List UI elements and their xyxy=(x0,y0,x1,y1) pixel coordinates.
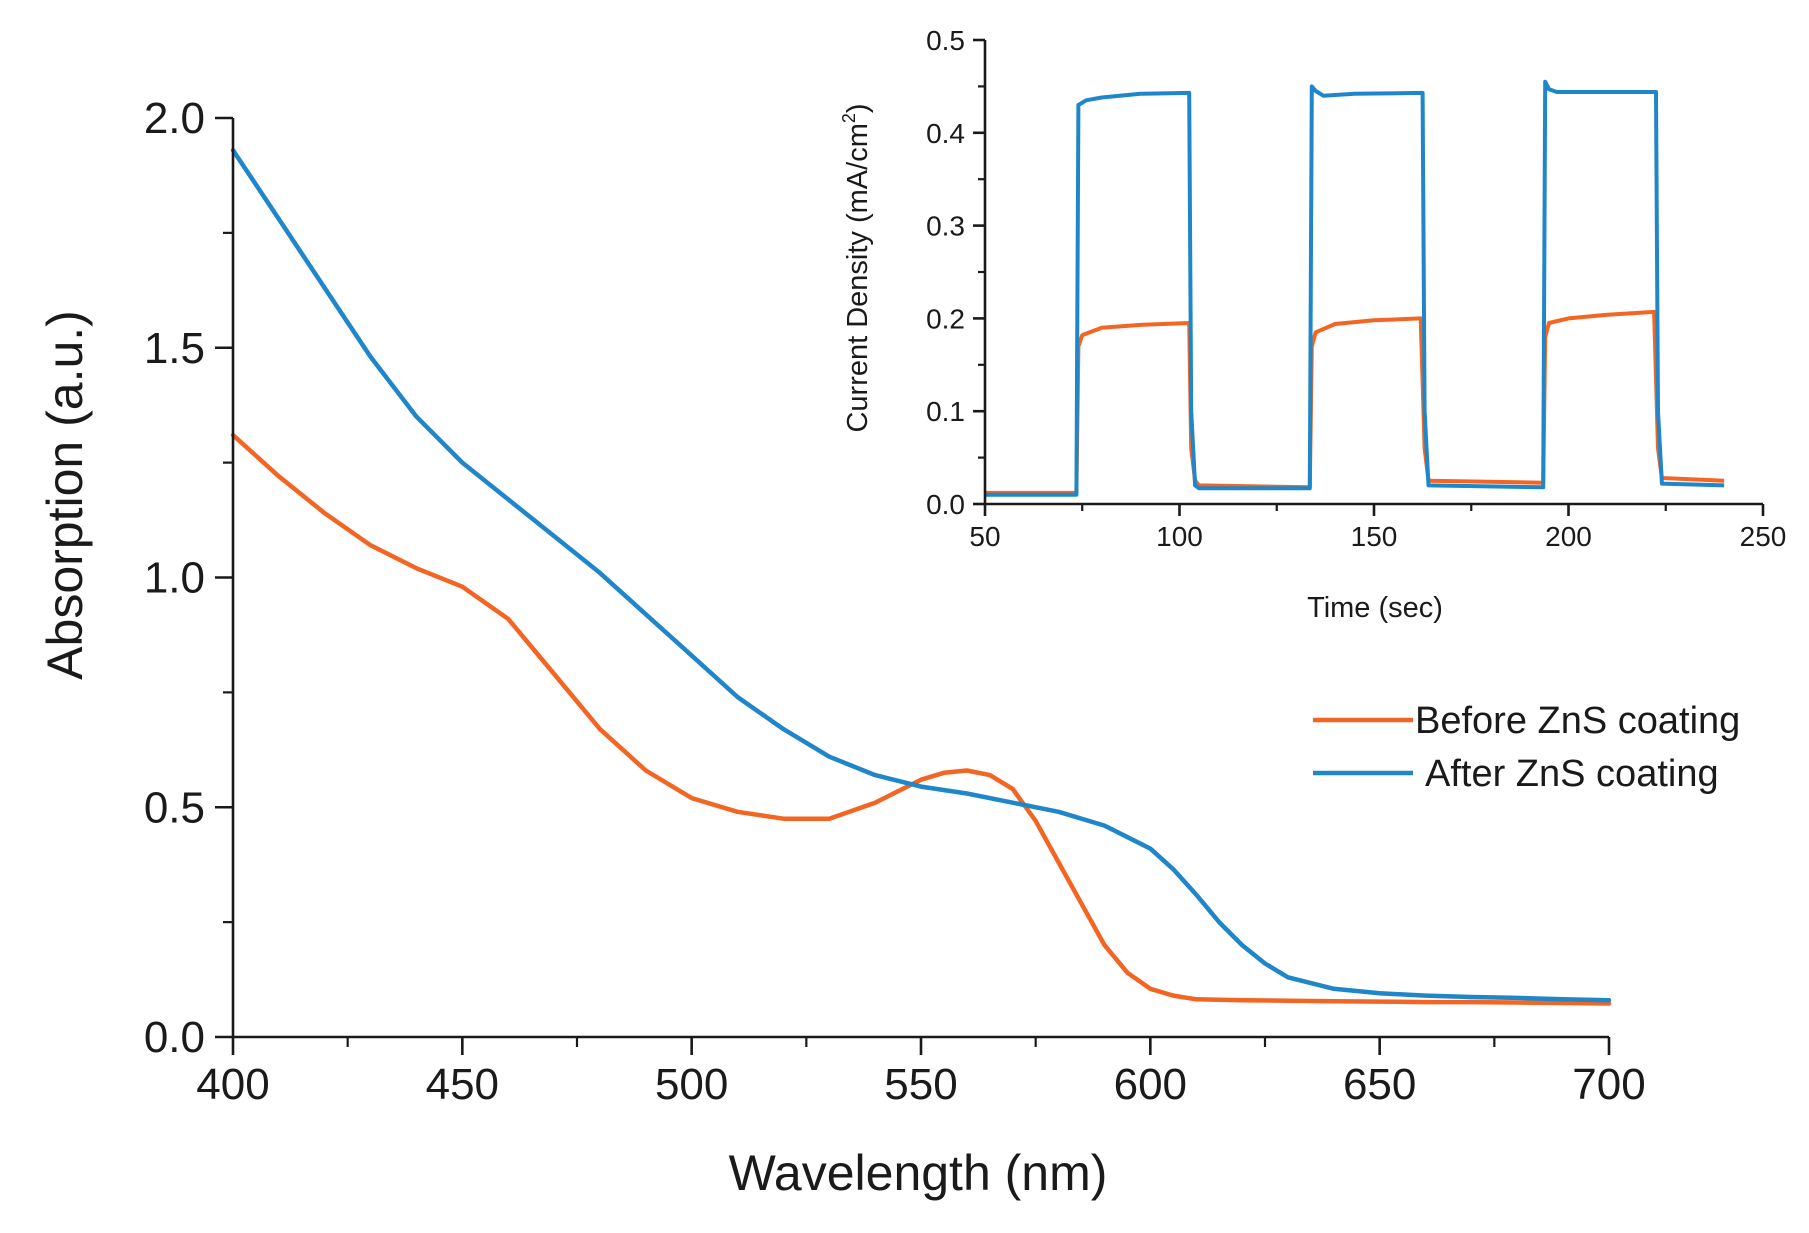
inset-y-tick-labels: 0.0 0.1 0.2 0.3 0.4 0.5 xyxy=(926,25,965,520)
current-density-inset-chart: 50 100 150 200 250 0.0 0.1 0.2 0.3 0.4 0.5 Time (… xyxy=(839,25,1786,624)
inset-axis-ticks xyxy=(973,38,1765,516)
x-tick-label: 200 xyxy=(1545,521,1592,552)
inset-y-axis-label-superscript: 2 xyxy=(839,113,859,123)
x-tick-label: 250 xyxy=(1740,521,1787,552)
x-tick-label: 700 xyxy=(1572,1060,1645,1109)
series-line-before-zns xyxy=(230,432,1612,1006)
main-series-group xyxy=(230,147,1612,1006)
x-tick-label: 50 xyxy=(969,521,1000,552)
main-x-axis-label: Wavelength (nm) xyxy=(729,1145,1108,1201)
y-tick-label: 0.2 xyxy=(926,303,965,334)
series-line-after-zns xyxy=(985,79,1725,497)
legend-label-after: After ZnS coating xyxy=(1425,753,1719,795)
x-tick-label: 100 xyxy=(1156,521,1203,552)
absorption-chart: 400 450 500 550 600 650 700 0.0 0.5 1.0 1.5 2.0 Wa… xyxy=(37,94,1646,1201)
inset-x-tick-labels: 50 100 150 200 250 xyxy=(969,521,1786,552)
y-tick-label: 1.0 xyxy=(144,554,205,603)
y-tick-label: 1.5 xyxy=(144,324,205,373)
y-tick-label: 0.5 xyxy=(926,25,965,56)
inset-axes xyxy=(983,40,1763,506)
x-tick-label: 150 xyxy=(1351,521,1398,552)
inset-y-axis-label-main: Current Density (mA/cm xyxy=(842,123,874,432)
main-axis-ticks xyxy=(215,116,1611,1055)
x-tick-label: 450 xyxy=(426,1060,499,1109)
series-line-before-zns xyxy=(985,309,1725,495)
inset-y-axis-label: Current Density (mA/cm2) xyxy=(839,103,874,432)
series-line-after-zns xyxy=(230,147,1612,1003)
inset-x-axis-label: Time (sec) xyxy=(1307,592,1443,624)
inset-series-group xyxy=(985,79,1725,497)
main-axes xyxy=(231,118,1609,1039)
y-tick-label: 0.4 xyxy=(926,118,965,149)
main-y-tick-labels: 0.0 0.5 1.0 1.5 2.0 xyxy=(144,94,205,1062)
y-tick-label: 0.0 xyxy=(926,489,965,520)
x-tick-label: 500 xyxy=(655,1060,728,1109)
y-tick-label: 0.1 xyxy=(926,396,965,427)
legend: Before ZnS coating After ZnS coating xyxy=(1313,700,1740,795)
main-x-tick-labels: 400 450 500 550 600 650 700 xyxy=(196,1060,1645,1109)
y-tick-label: 0.0 xyxy=(144,1013,205,1062)
y-tick-label: 2.0 xyxy=(144,94,205,143)
inset-y-axis-label-close: ) xyxy=(842,103,874,113)
x-tick-label: 400 xyxy=(196,1060,269,1109)
legend-label-before: Before ZnS coating xyxy=(1415,700,1740,742)
y-tick-label: 0.5 xyxy=(144,783,205,832)
y-tick-label: 0.3 xyxy=(926,211,965,242)
x-tick-label: 550 xyxy=(884,1060,957,1109)
x-tick-label: 600 xyxy=(1114,1060,1187,1109)
main-y-axis-label: Absorption (a.u.) xyxy=(37,310,93,680)
x-tick-label: 650 xyxy=(1343,1060,1416,1109)
